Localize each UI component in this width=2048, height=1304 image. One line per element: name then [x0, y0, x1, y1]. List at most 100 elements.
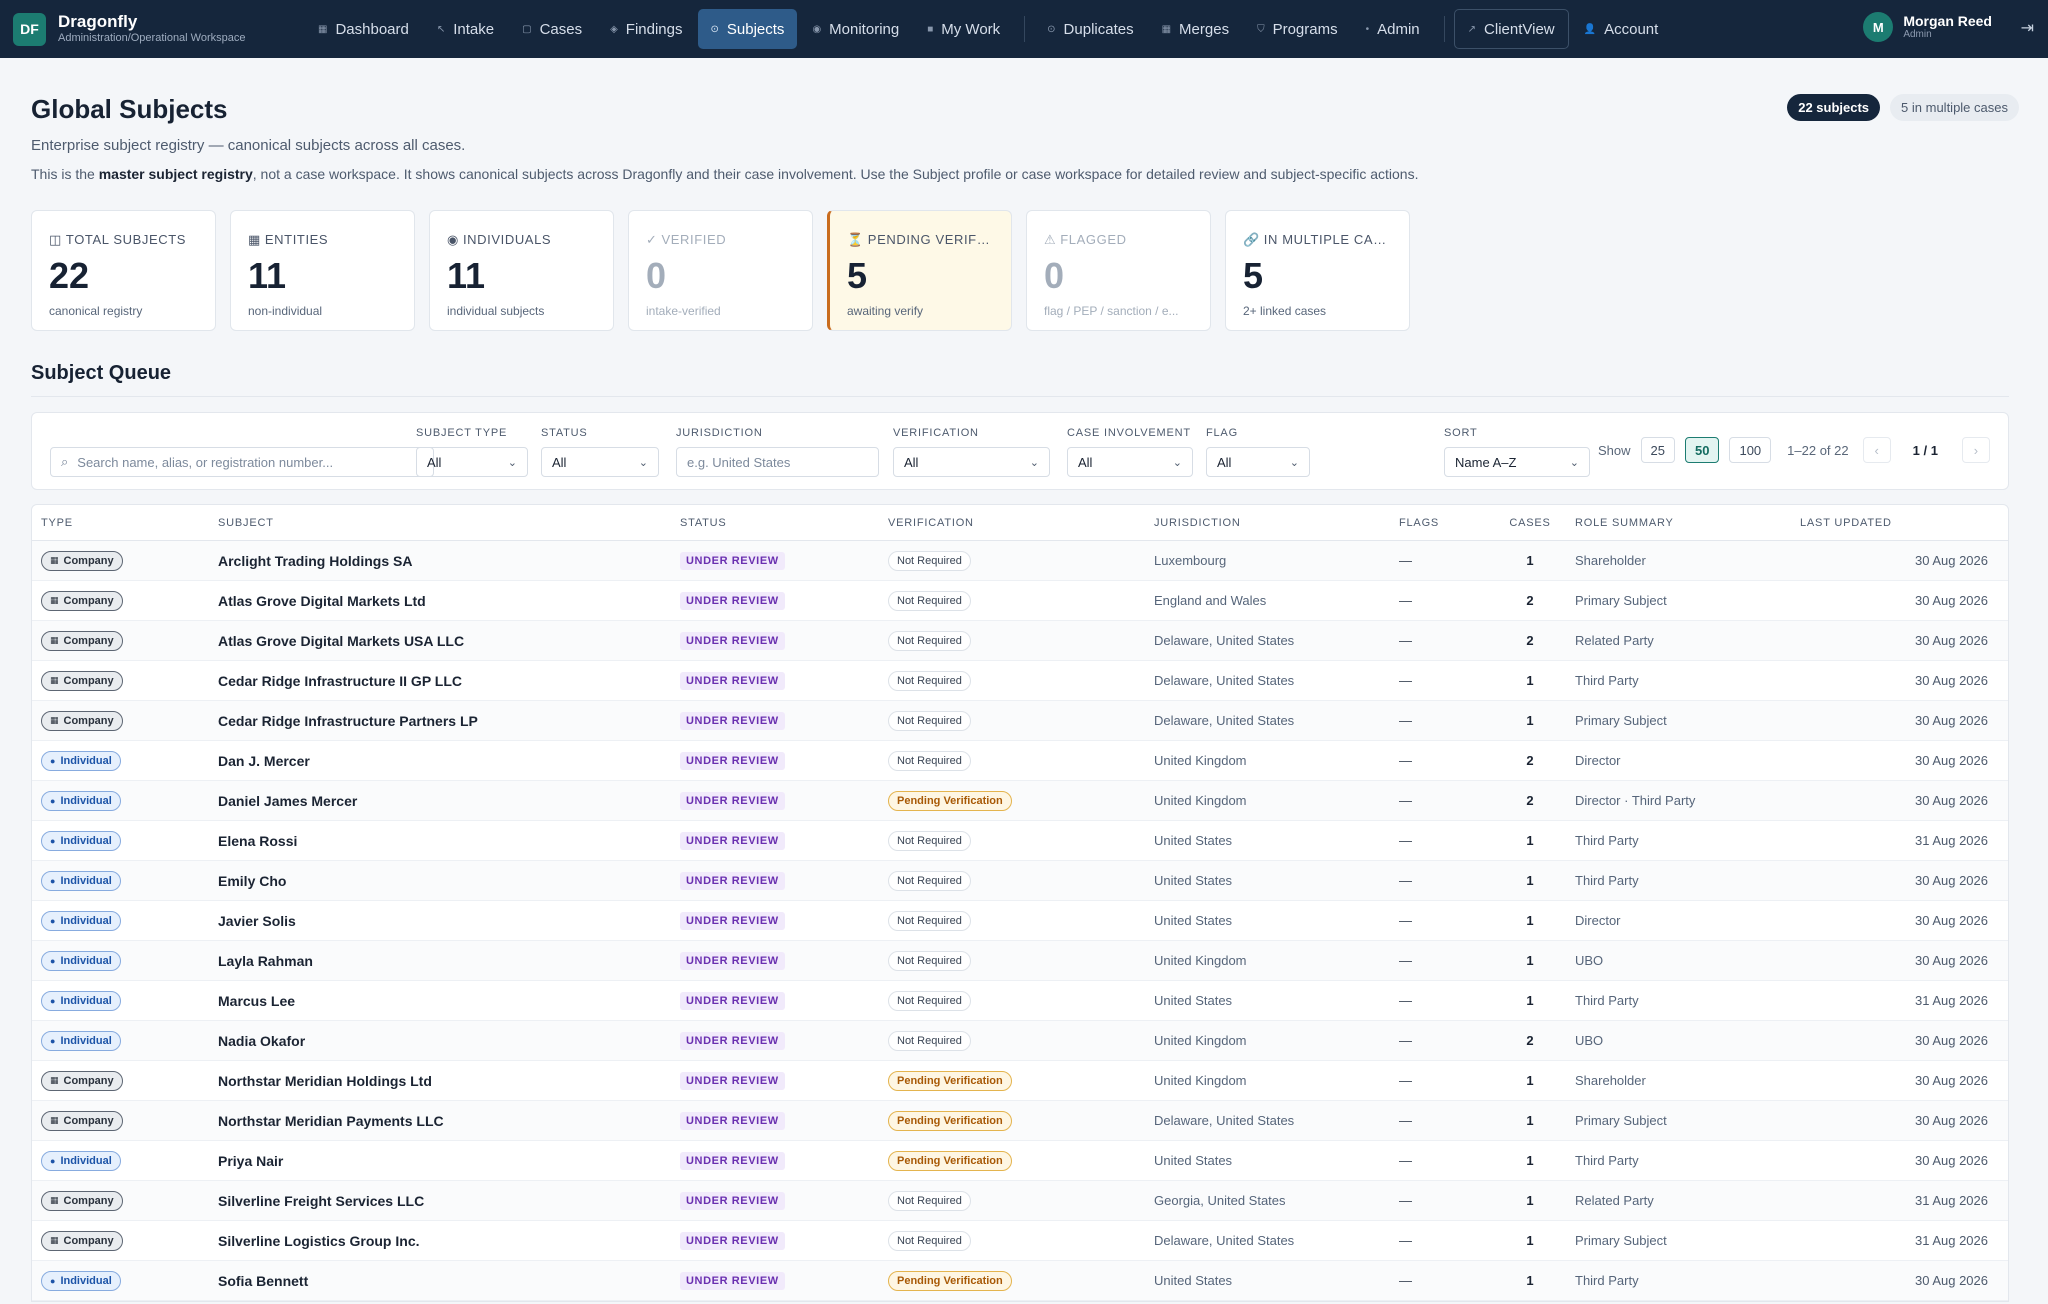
cell-subject: Cedar Ridge Infrastructure Partners LP: [218, 713, 671, 729]
subject-name-link[interactable]: Arclight Trading Holdings SA: [218, 552, 413, 569]
table-row[interactable]: ▦ Company Arclight Trading Holdings SA UNDE…: [32, 541, 2008, 581]
subject-name-link[interactable]: Nadia Okafor: [218, 1032, 306, 1049]
col-status[interactable]: STATUS: [680, 516, 727, 529]
nav-cases[interactable]: ▢ Cases: [509, 9, 595, 49]
page-size-100[interactable]: 100: [1729, 437, 1772, 463]
subject-name-link[interactable]: Atlas Grove Digital Markets Ltd: [218, 592, 426, 609]
subject-name-link[interactable]: Sofia Bennett: [218, 1272, 309, 1289]
case-involvement-select[interactable]: All ⌄: [1067, 447, 1193, 477]
multiple-cases-badge[interactable]: 5 in multiple cases: [1890, 94, 2019, 121]
col-type[interactable]: TYPE: [41, 516, 73, 529]
subject-name-link[interactable]: Marcus Lee: [218, 992, 296, 1009]
stat-card-entities[interactable]: ▦ ENTITIES 11 non-individual: [230, 210, 415, 331]
subject-name-link[interactable]: Elena Rossi: [218, 832, 298, 849]
table-row[interactable]: ● Individual Sofia Bennett UNDER REVIEW Pend…: [32, 1261, 2008, 1301]
table-row[interactable]: ● Individual Nadia Okafor UNDER REVIEW Not R…: [32, 1021, 2008, 1061]
table-row[interactable]: ▦ Company Cedar Ridge Infrastructure Partn…: [32, 701, 2008, 741]
type-label: Individual: [60, 994, 112, 1007]
jurisdiction-input[interactable]: [687, 454, 867, 470]
subject-name-link[interactable]: Atlas Grove Digital Markets USA LLC: [218, 632, 465, 649]
jurisdiction-text: Delaware, United States: [1154, 673, 1295, 688]
subject-name-link[interactable]: Northstar Meridian Payments LLC: [218, 1112, 444, 1129]
brand[interactable]: DF Dragonfly Administration/Operational …: [0, 12, 305, 46]
nav-monitoring[interactable]: ◉ Monitoring: [799, 9, 912, 49]
page-size-50[interactable]: 50: [1685, 437, 1720, 463]
subject-name-link[interactable]: Silverline Freight Services LLC: [218, 1192, 425, 1209]
cell-flags: —: [1390, 633, 1497, 648]
nav-dashboard[interactable]: ▦ Dashboard: [305, 9, 422, 49]
table-row[interactable]: ● Individual Marcus Lee UNDER REVIEW Not Req…: [32, 981, 2008, 1021]
nav-findings[interactable]: ◈ Findings: [597, 9, 695, 49]
stat-card-flagged[interactable]: ⚠ FLAGGED 0 flag / PEP / sanction / e...: [1026, 210, 1211, 331]
table-row[interactable]: ● Individual Elena Rossi UNDER REVIEW Not Re…: [32, 821, 2008, 861]
table-row[interactable]: ● Individual Daniel James Mercer UNDER REVI…: [32, 781, 2008, 821]
table-row[interactable]: ● Individual Javier Solis UNDER REVIEW Not R…: [32, 901, 2008, 941]
table-row[interactable]: ▦ Company Cedar Ridge Infrastructure II GP…: [32, 661, 2008, 701]
logout-icon[interactable]: ⇥: [2020, 20, 2034, 37]
subject-name-link[interactable]: Cedar Ridge Infrastructure Partners LP: [218, 712, 478, 729]
subject-name-link[interactable]: Cedar Ridge Infrastructure II GP LLC: [218, 672, 463, 689]
table-row[interactable]: ▦ Company Atlas Grove Digital Markets USA …: [32, 621, 2008, 661]
sort-select[interactable]: Name A–Z ⌄: [1444, 447, 1590, 477]
stat-card-total-subjects[interactable]: ◫ TOTAL SUBJECTS 22 canonical registry: [31, 210, 216, 331]
nav-clientview[interactable]: ↗ ClientView: [1453, 9, 1569, 49]
type-badge: ▦ Company: [41, 1110, 123, 1131]
nav-admin[interactable]: • Admin: [1353, 9, 1433, 49]
table-row[interactable]: ● Individual Dan J. Mercer UNDER REVIEW Not …: [32, 741, 2008, 781]
page-size-25[interactable]: 25: [1640, 437, 1675, 463]
subject-name-link[interactable]: Layla Rahman: [218, 952, 313, 969]
col-verification[interactable]: VERIFICATION: [888, 516, 974, 529]
table-row[interactable]: ▦ Company Silverline Freight Services LLC U…: [32, 1181, 2008, 1221]
col-cases[interactable]: CASES: [1509, 516, 1551, 529]
subject-name-link[interactable]: Javier Solis: [218, 912, 296, 929]
col-last-updated[interactable]: LAST UPDATED: [1800, 516, 1892, 529]
table-row[interactable]: ▦ Company Northstar Meridian Holdings Ltd U…: [32, 1061, 2008, 1101]
cell-status: UNDER REVIEW: [671, 791, 879, 810]
stat-card-verified[interactable]: ✓ VERIFIED 0 intake-verified: [628, 210, 813, 331]
cell-cases: 1: [1497, 713, 1563, 728]
cell-flags: —: [1390, 793, 1497, 808]
prev-page-button[interactable]: ‹: [1862, 437, 1891, 463]
cell-type: ● Individual: [32, 870, 218, 891]
status-select[interactable]: All ⌄: [541, 447, 659, 477]
col-jurisdiction[interactable]: JURISDICTION: [1154, 516, 1241, 529]
nav-merges[interactable]: ▦ Merges: [1149, 9, 1242, 49]
nav-my-work[interactable]: ■ My Work: [914, 9, 1013, 49]
table-row[interactable]: ▦ Company Silverline Logistics Group Inc. U…: [32, 1221, 2008, 1261]
person-icon: ●: [50, 835, 56, 846]
stat-label-text: IN MULTIPLE CAS...: [1263, 232, 1391, 247]
subject-name-link[interactable]: Northstar Meridian Holdings Ltd: [218, 1072, 432, 1089]
table-row[interactable]: ● Individual Priya Nair UNDER REVIEW Pending…: [32, 1141, 2008, 1181]
subject-name-link[interactable]: Priya Nair: [218, 1152, 284, 1169]
subject-name-link[interactable]: Silverline Logistics Group Inc.: [218, 1232, 420, 1249]
col-subject[interactable]: SUBJECT: [218, 516, 274, 529]
stat-card-pending-verific[interactable]: ⏳ PENDING VERIFIC... 5 awaiting verify: [827, 210, 1012, 331]
nav-account[interactable]: 👤 Account: [1571, 9, 1672, 49]
stat-card-in-multiple-cas[interactable]: 🔗 IN MULTIPLE CAS... 5 2+ linked cases: [1225, 210, 1410, 331]
next-page-button[interactable]: ›: [1961, 437, 1990, 463]
jurisdiction-text: England and Wales: [1154, 593, 1267, 608]
cell-status: UNDER REVIEW: [671, 1231, 879, 1250]
subject-name-link[interactable]: Dan J. Mercer: [218, 752, 310, 769]
table-row[interactable]: ● Individual Layla Rahman UNDER REVIEW Not R…: [32, 941, 2008, 981]
user-menu[interactable]: M Morgan Reed Admin: [1863, 12, 1992, 42]
subject-type-select[interactable]: All ⌄: [416, 447, 528, 477]
search-input[interactable]: [77, 454, 418, 470]
col-flags[interactable]: FLAGS: [1399, 516, 1440, 529]
table-row[interactable]: ● Individual Emily Cho UNDER REVIEW Not Requ…: [32, 861, 2008, 901]
flag-select[interactable]: All ⌄: [1206, 447, 1310, 477]
subject-name-link[interactable]: Emily Cho: [218, 872, 287, 889]
verification-select[interactable]: All ⌄: [893, 447, 1050, 477]
table-row[interactable]: ▦ Company Northstar Meridian Payments LLC U…: [32, 1101, 2008, 1141]
nav-intake[interactable]: ↖ Intake: [424, 9, 507, 49]
duplicates-icon: ⊙: [1047, 23, 1056, 35]
cell-status: UNDER REVIEW: [671, 631, 879, 650]
table-row[interactable]: ▦ Company Atlas Grove Digital Markets Ltd U…: [32, 581, 2008, 621]
stat-card-individuals[interactable]: ◉ INDIVIDUALS 11 individual subjects: [429, 210, 614, 331]
nav-programs[interactable]: ⛉ Programs: [1244, 9, 1351, 49]
subject-name-link[interactable]: Daniel James Mercer: [218, 792, 358, 809]
user-name: Morgan Reed: [1903, 13, 1992, 29]
nav-duplicates[interactable]: ⊙ Duplicates: [1034, 9, 1146, 49]
nav-subjects[interactable]: ⊙ Subjects: [697, 9, 798, 49]
col-role-summary[interactable]: ROLE SUMMARY: [1575, 516, 1674, 529]
